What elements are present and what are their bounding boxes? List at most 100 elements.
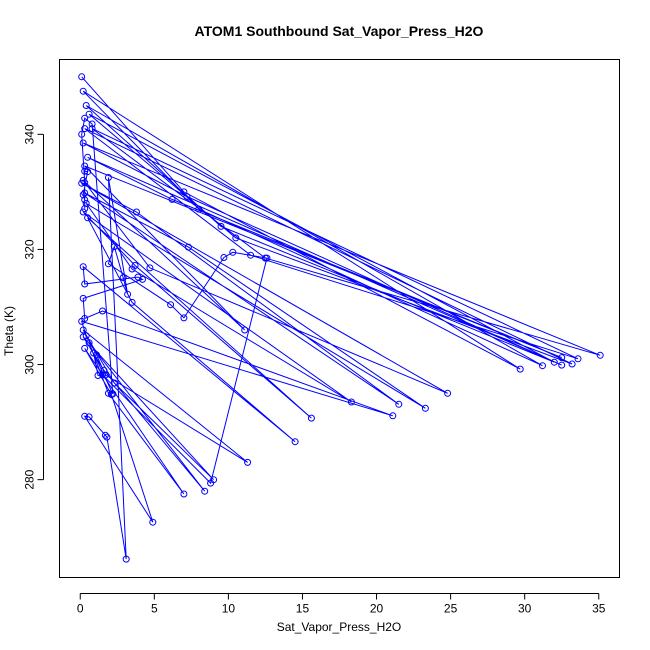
series-line [80,76,601,560]
x-tick-label: 20 [370,602,384,616]
data-point [88,125,96,133]
y-axis: 280 300 320 340 [23,124,44,490]
x-tick-label: 0 [77,602,84,616]
data-point [79,191,87,199]
data-point [183,193,191,200]
data-point [180,314,188,322]
data-point [110,243,118,251]
data-point [85,339,93,347]
data-point [81,196,89,204]
data-point [81,162,89,170]
data-point [119,274,127,282]
data-point [244,458,252,466]
data-point [99,307,106,315]
data-point [81,412,89,420]
data-point [84,153,92,161]
y-tick-label: 340 [23,124,37,144]
data-point [78,130,86,138]
data-point [99,371,106,379]
data-point [78,317,86,325]
data-point [146,264,154,272]
data-point [263,254,271,262]
y-tick-label: 320 [23,239,37,259]
data-point [109,390,117,398]
data-point [110,379,118,387]
data-point [184,243,192,251]
data-point [539,362,546,370]
data-point [139,275,146,283]
data-point [180,490,188,498]
data-point [124,290,132,298]
data-point [81,205,89,213]
data-point [550,358,558,366]
data-point [101,371,109,379]
data-point [84,168,92,176]
data-point [229,248,237,256]
data-point [168,195,176,203]
data-point [90,349,98,357]
data-point [558,354,566,362]
data-point [596,351,604,359]
data-point [94,372,102,379]
data-point [104,260,112,268]
data-point [232,234,240,242]
x-tick-label: 15 [296,602,310,616]
data-point [81,280,89,288]
data-point [79,294,87,302]
x-tick-label: 10 [222,602,236,616]
data-point [101,431,109,439]
data-point [574,355,582,363]
data-point [79,139,87,147]
data-point [79,208,87,216]
data-point [389,412,397,420]
x-tick-label: 5 [151,602,158,616]
data-point [395,400,403,408]
data-point [78,179,86,187]
data-point [81,189,89,197]
data-point [131,262,139,269]
data-point [100,366,108,374]
x-axis-label: Sat_Vapor_Press_H2O [277,620,402,634]
data-point [85,110,93,118]
data-point [516,365,524,373]
data-point [81,114,89,122]
data-point [81,179,89,187]
y-axis-label: Theta (K) [2,306,16,356]
data-point [217,222,225,230]
chart-title: ATOM1 Southbound Sat_Vapor_Press_H2O [195,23,484,39]
plot-area [78,73,604,563]
data-point [558,361,566,369]
data-point [122,555,130,563]
data-point [167,301,175,309]
y-tick-label: 300 [23,354,37,374]
data-point [133,208,140,216]
data-point [85,413,93,421]
data-point [88,120,96,128]
data-point [82,102,90,109]
data-point [78,73,86,81]
data-point [81,344,89,352]
data-point [79,333,87,341]
data-point [241,326,249,334]
data-point [220,254,228,261]
data-point [81,125,89,133]
data-point [104,174,112,181]
data-point [307,414,315,422]
y-tick-label: 280 [23,469,37,489]
data-point [421,404,429,412]
x-tick-label: 25 [444,602,458,616]
data-point [149,518,157,526]
x-tick-label: 30 [518,602,532,616]
data-point [201,487,209,495]
data-point [103,433,111,441]
data-point [79,326,87,334]
data-point [82,332,90,340]
data-point [247,251,255,259]
data-point [84,214,92,222]
data-point [79,263,87,271]
data-point [291,438,299,446]
data-point [347,398,355,406]
data-point [81,167,89,175]
